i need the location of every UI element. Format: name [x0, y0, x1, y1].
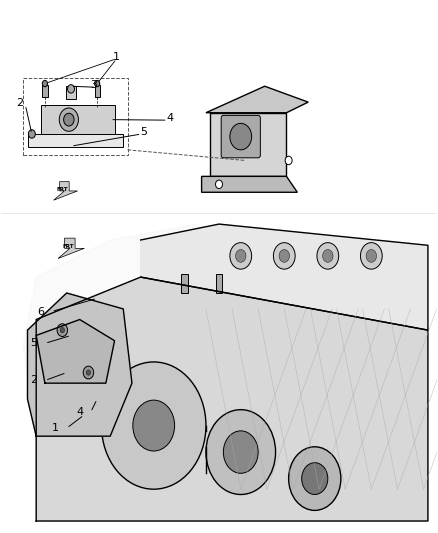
FancyBboxPatch shape [41, 105, 115, 134]
Circle shape [360, 243, 382, 269]
Circle shape [279, 249, 290, 262]
Circle shape [236, 249, 246, 262]
Text: 4: 4 [76, 407, 83, 417]
Text: 5: 5 [141, 127, 148, 137]
Circle shape [273, 243, 295, 269]
Circle shape [215, 180, 223, 189]
Circle shape [206, 410, 276, 495]
Polygon shape [201, 176, 297, 192]
Polygon shape [141, 224, 428, 330]
FancyBboxPatch shape [28, 134, 123, 147]
Text: 1: 1 [113, 52, 120, 62]
Text: 6: 6 [37, 306, 44, 317]
Circle shape [230, 243, 252, 269]
Polygon shape [23, 224, 428, 521]
Circle shape [28, 130, 35, 138]
Circle shape [95, 80, 100, 87]
Circle shape [86, 370, 91, 375]
Circle shape [83, 366, 94, 379]
Circle shape [102, 362, 206, 489]
Polygon shape [36, 277, 428, 521]
Bar [95, 85, 100, 97]
Circle shape [133, 400, 175, 451]
FancyBboxPatch shape [221, 115, 260, 158]
Text: 2: 2 [31, 375, 38, 385]
Text: 4: 4 [167, 113, 174, 123]
Circle shape [60, 327, 64, 333]
Polygon shape [58, 238, 84, 259]
Circle shape [285, 156, 292, 165]
Text: 1: 1 [52, 423, 59, 433]
Bar [66, 86, 76, 100]
Circle shape [366, 249, 377, 262]
Bar [181, 274, 187, 293]
Circle shape [57, 324, 67, 336]
Circle shape [322, 249, 333, 262]
Bar [215, 274, 223, 293]
Polygon shape [28, 293, 132, 436]
Polygon shape [53, 182, 78, 200]
Circle shape [42, 80, 47, 87]
Circle shape [230, 123, 252, 150]
Text: 5: 5 [31, 338, 38, 349]
Bar [42, 85, 47, 97]
Polygon shape [36, 319, 115, 383]
Circle shape [64, 114, 74, 126]
Text: 2: 2 [16, 98, 23, 108]
Circle shape [317, 243, 339, 269]
Text: 3: 3 [90, 80, 97, 90]
Circle shape [67, 85, 74, 93]
Circle shape [59, 108, 78, 131]
Circle shape [302, 463, 328, 495]
Circle shape [223, 431, 258, 473]
Bar [23, 78, 127, 155]
FancyBboxPatch shape [210, 113, 286, 176]
Polygon shape [206, 86, 308, 113]
Text: FRT: FRT [62, 244, 74, 249]
Circle shape [289, 447, 341, 511]
Text: FRT: FRT [57, 187, 68, 191]
